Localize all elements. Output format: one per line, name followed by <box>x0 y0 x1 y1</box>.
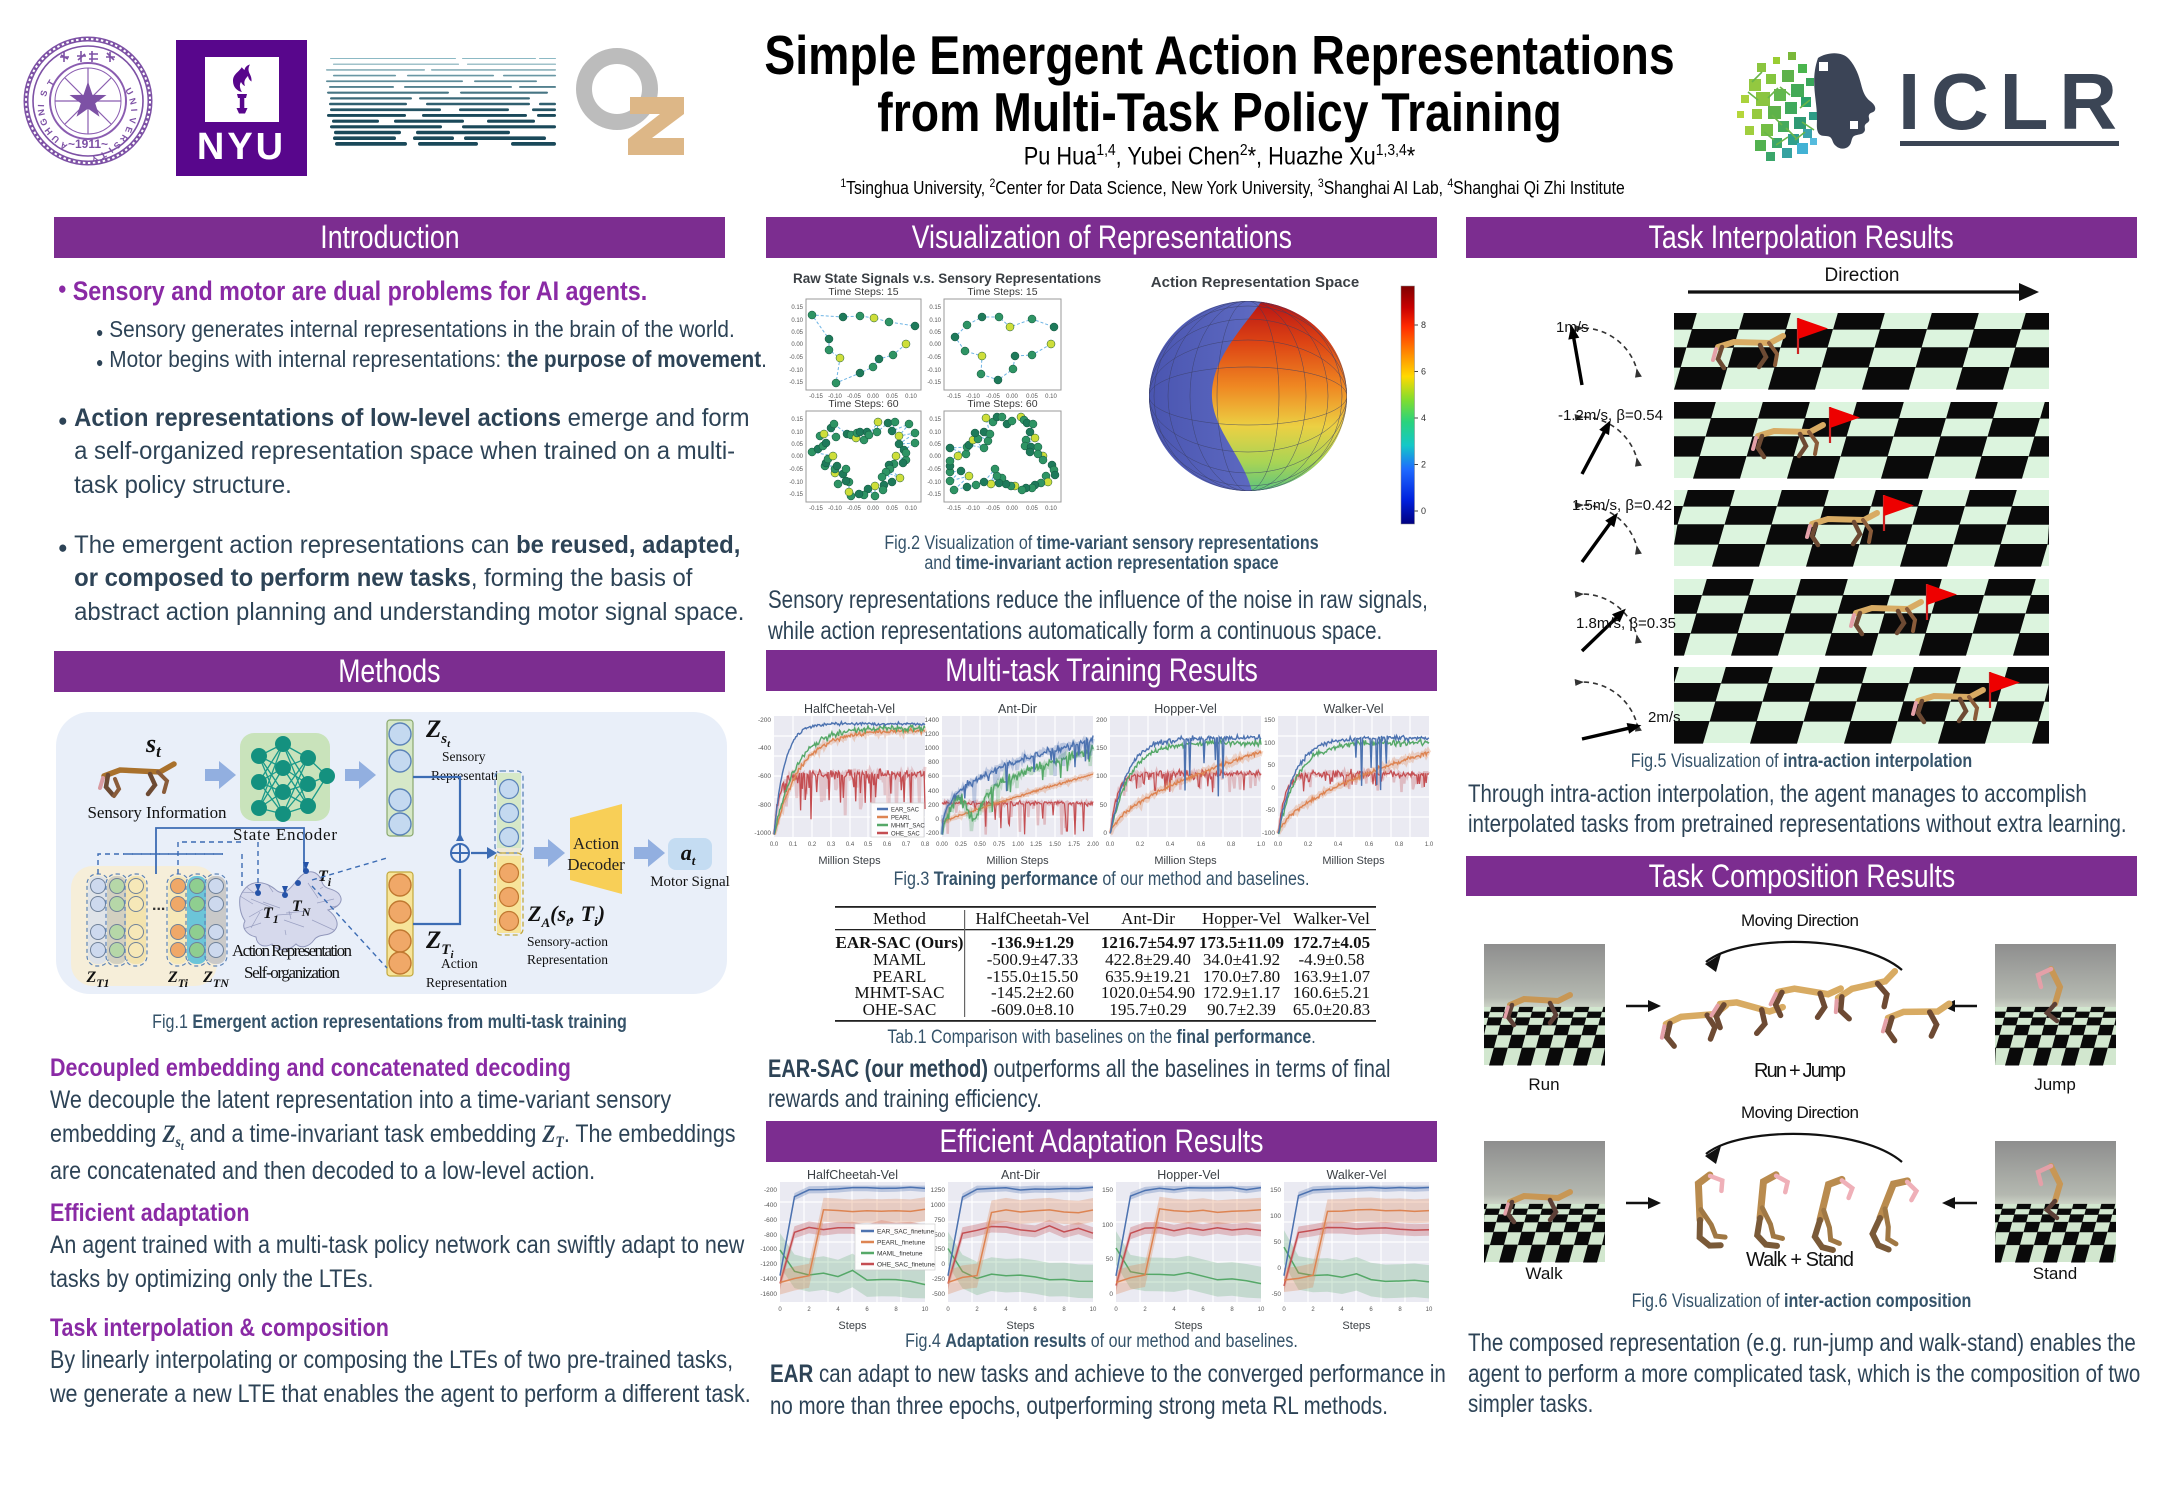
svg-text:Jump: Jump <box>2034 1075 2076 1094</box>
svg-text:Walk: Walk <box>1525 1264 1563 1283</box>
svg-text:Moving Direction: Moving Direction <box>1741 911 1859 930</box>
svg-text:Run: Run <box>1528 1075 1559 1094</box>
svg-text:Moving Direction: Moving Direction <box>1741 1103 1859 1122</box>
svg-text:Run + Jump: Run + Jump <box>1754 1060 1846 1082</box>
svg-text:Stand: Stand <box>2033 1264 2077 1283</box>
svg-text:Walk + Stand: Walk + Stand <box>1746 1249 1854 1271</box>
